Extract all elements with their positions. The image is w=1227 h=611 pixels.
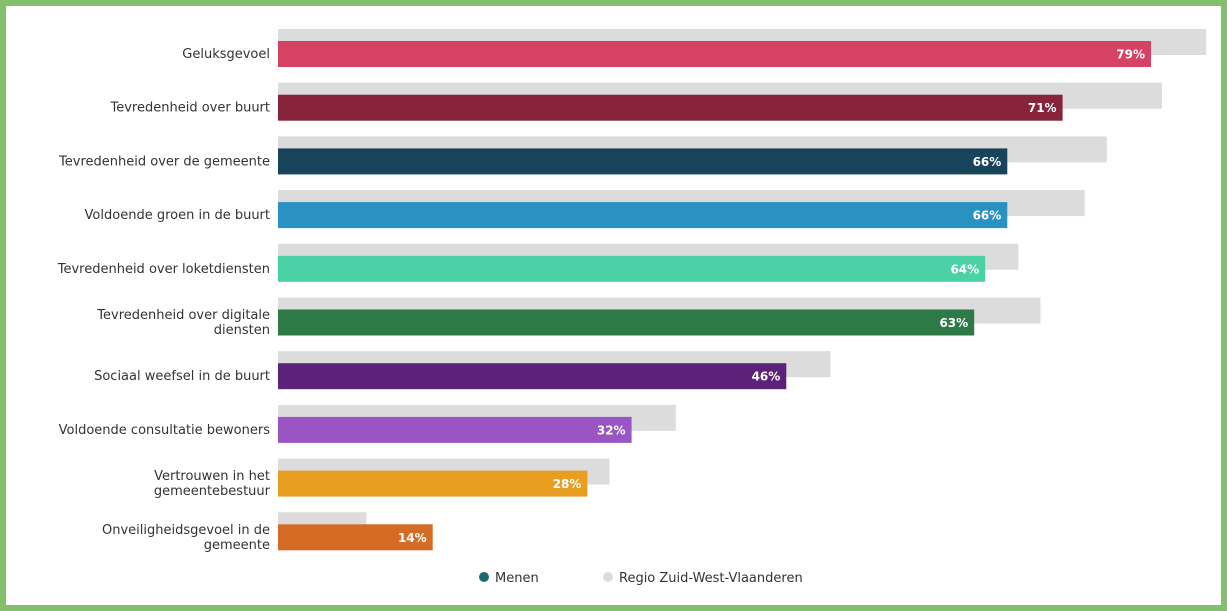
bar-menen-10[interactable]	[278, 524, 433, 551]
category-labels: Geluksgevoel Tevredenheid over buurt Tevre…	[57, 47, 271, 553]
value-label-4: 66%	[973, 209, 1002, 223]
bar-menen-7[interactable]	[278, 363, 787, 390]
category-label-10: Onveiligheidsgevoel in de gemeente	[102, 523, 270, 553]
value-label-5: 64%	[950, 262, 979, 276]
value-label-10: 14%	[398, 531, 427, 545]
bar-menen-1[interactable]	[278, 41, 1151, 67]
category-label-4: Voldoende groen in de buurt	[85, 208, 270, 223]
category-label-6: Tevredenheid over digitale diensten	[96, 308, 270, 338]
bar-menen-8[interactable]	[278, 416, 632, 443]
legend-swatch-regio[interactable]	[603, 572, 613, 582]
legend-label-regio[interactable]: Regio Zuid-West-Vlaanderen	[619, 571, 803, 586]
legend-label-menen[interactable]: Menen	[495, 571, 539, 586]
category-label-9: Vertrouwen in het gemeentebestuur	[154, 469, 271, 499]
value-label-6: 63%	[939, 316, 968, 330]
legend: Menen Regio Zuid-West-Vlaanderen	[479, 571, 803, 586]
category-label-7: Sociaal weefsel in de buurt	[94, 369, 270, 384]
category-label-3: Tevredenheid over de gemeente	[58, 154, 270, 169]
bar-menen-6[interactable]	[278, 309, 975, 336]
legend-swatch-menen[interactable]	[479, 572, 489, 582]
value-label-7: 46%	[752, 370, 781, 384]
bar-menen-2[interactable]	[278, 94, 1063, 121]
category-label-2: Tevredenheid over buurt	[110, 101, 271, 116]
bar-menen-3[interactable]	[278, 148, 1008, 175]
value-label-9: 28%	[553, 477, 582, 491]
bar-menen-9[interactable]	[278, 470, 588, 497]
category-label-8: Voldoende consultatie bewoners	[59, 423, 271, 438]
category-label-5: Tevredenheid over loketdiensten	[57, 262, 270, 277]
bar-menen-4[interactable]	[278, 202, 1008, 229]
value-label-8: 32%	[597, 423, 626, 437]
category-label-1: Geluksgevoel	[182, 47, 270, 62]
value-label-2: 71%	[1028, 101, 1057, 115]
local-bars	[278, 41, 1151, 551]
bar-menen-5[interactable]	[278, 255, 986, 282]
value-labels: 79% 71% 66% 66% 64% 63% 46% 32% 28% 14%	[398, 48, 1145, 545]
value-label-1: 79%	[1116, 48, 1145, 62]
value-label-3: 66%	[973, 155, 1002, 169]
